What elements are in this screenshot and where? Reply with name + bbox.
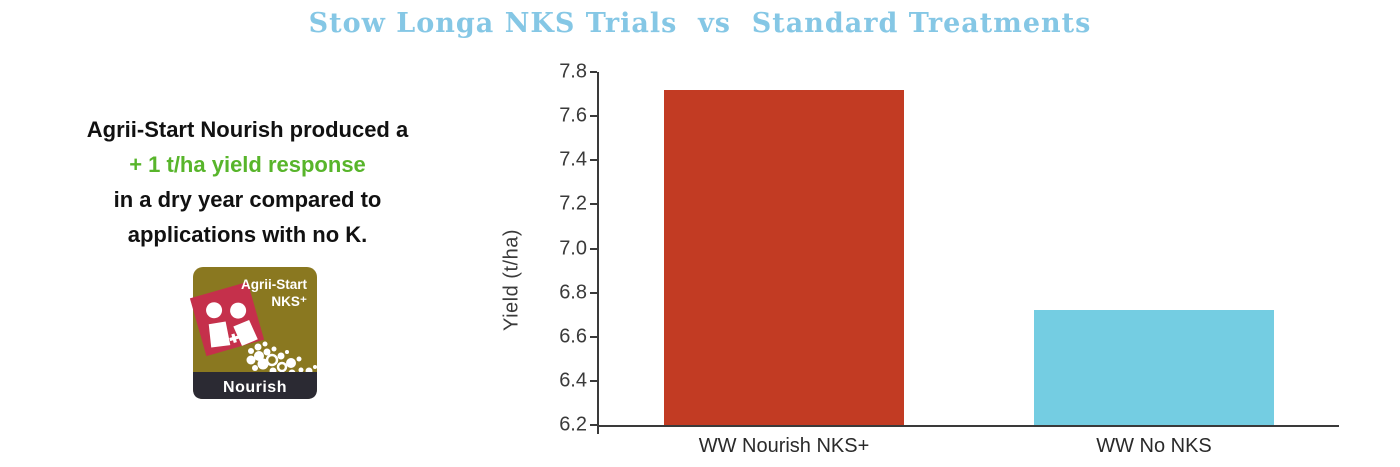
badge-variant-text: NKS⁺ [271,294,307,309]
plot-area: 7.8 7.6 7.4 7.2 7.0 6.8 6.6 6.4 6.2 WW Nourish NK… [559,61,1339,457]
y-tick-mark [590,247,597,250]
annotation-line-3: in a dry year compared to [113,187,382,212]
chart-title: Stow Longa NKS Trials vs Standard Treatm… [308,8,1092,39]
y-axis-end-tick [597,425,599,434]
y-tick-label: 6.2 [559,413,587,436]
y-tick-label: 7.0 [559,237,587,259]
x-category-label-ww-no-nks: WW No NKS [1096,435,1212,457]
annotation-line-1: Agrii-Start Nourish produced a [86,117,409,142]
y-tick-label: 6.6 [559,325,587,348]
badge-brand-text: Agrii-Start [241,277,308,292]
y-tick-mark [590,291,597,294]
y-tick-mark [590,115,597,118]
annotation-panel: Agrii-Start Nourish produced a + 1 t/ha … [40,112,455,252]
y-tick-label: 7.6 [559,104,587,127]
agrii-ii-icon [189,281,265,357]
y-tick-label: 6.8 [559,281,587,304]
annotation-line-4: applications with no K. [127,222,368,247]
y-tick-label: 7.4 [559,148,587,171]
granules-icon [246,341,317,377]
badge-product-label: Nourish [223,379,287,396]
y-tick-mark [590,335,597,338]
annotation-line-2: + 1 t/ha yield response [129,152,366,177]
y-tick-mark [590,424,597,426]
y-tick-label: 7.2 [559,192,587,215]
agrii-start-nourish-logo: Agrii-Start NKS⁺ Nourish [189,267,317,399]
y-tick-mark [590,71,597,73]
y-axis-title: Yield (t/ha) [500,229,523,331]
y-tick-label: 6.4 [559,369,587,392]
bar-ww-no-nks [1034,310,1274,425]
badge-product-bar [193,372,317,399]
bar-ww-nourish-nks [664,89,904,425]
y-tick-mark [590,159,597,162]
x-category-label-ww-nourish-nks: WW Nourish NKS+ [698,435,870,457]
y-tick-mark [590,203,597,206]
y-tick-mark [590,379,597,382]
y-tick-label: 7.8 [559,60,587,83]
